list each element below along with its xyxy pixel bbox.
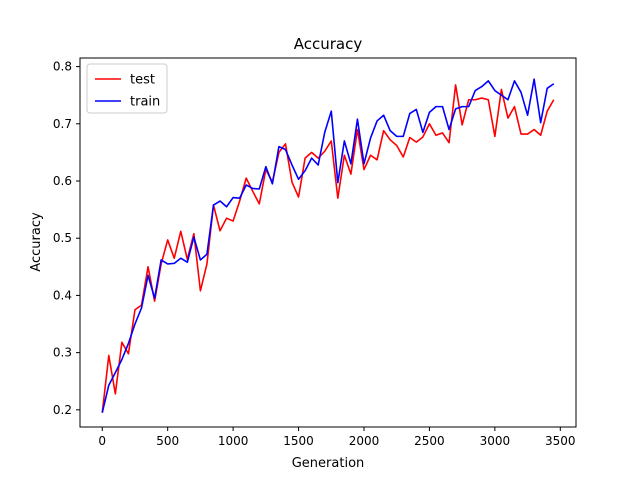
x-tick-label: 0 — [98, 434, 106, 448]
y-tick-label: 0.7 — [53, 117, 72, 131]
x-tick-label: 2000 — [349, 434, 380, 448]
y-tick-label: 0.3 — [53, 346, 72, 360]
x-tick-label: 3000 — [480, 434, 511, 448]
legend-label-train: train — [130, 95, 160, 110]
y-tick-label: 0.2 — [53, 403, 72, 417]
x-tick-label: 1500 — [283, 434, 314, 448]
legend-label-test: test — [130, 73, 155, 88]
x-axis: 0 500 1000 1500 2000 2500 3000 3500 — [98, 427, 576, 448]
y-axis-label: Accuracy — [29, 212, 44, 272]
x-tick-label: 3500 — [545, 434, 576, 448]
y-tick-label: 0.4 — [53, 288, 72, 302]
x-tick-label: 2500 — [414, 434, 445, 448]
x-tick-label: 1000 — [218, 434, 249, 448]
y-axis: 0.2 0.3 0.4 0.5 0.6 0.7 0.8 — [53, 60, 80, 417]
y-tick-label: 0.5 — [53, 231, 72, 245]
y-tick-label: 0.8 — [53, 60, 72, 74]
legend: test train — [86, 63, 168, 114]
x-tick-label: 500 — [156, 434, 179, 448]
axes-frame — [79, 57, 577, 428]
plot-area — [79, 57, 577, 428]
x-axis-label: Generation — [292, 456, 365, 471]
series-line-train — [101, 78, 555, 413]
series-line-test — [101, 84, 555, 413]
y-tick-label: 0.6 — [53, 174, 72, 188]
chart-title: Accuracy — [294, 35, 363, 53]
